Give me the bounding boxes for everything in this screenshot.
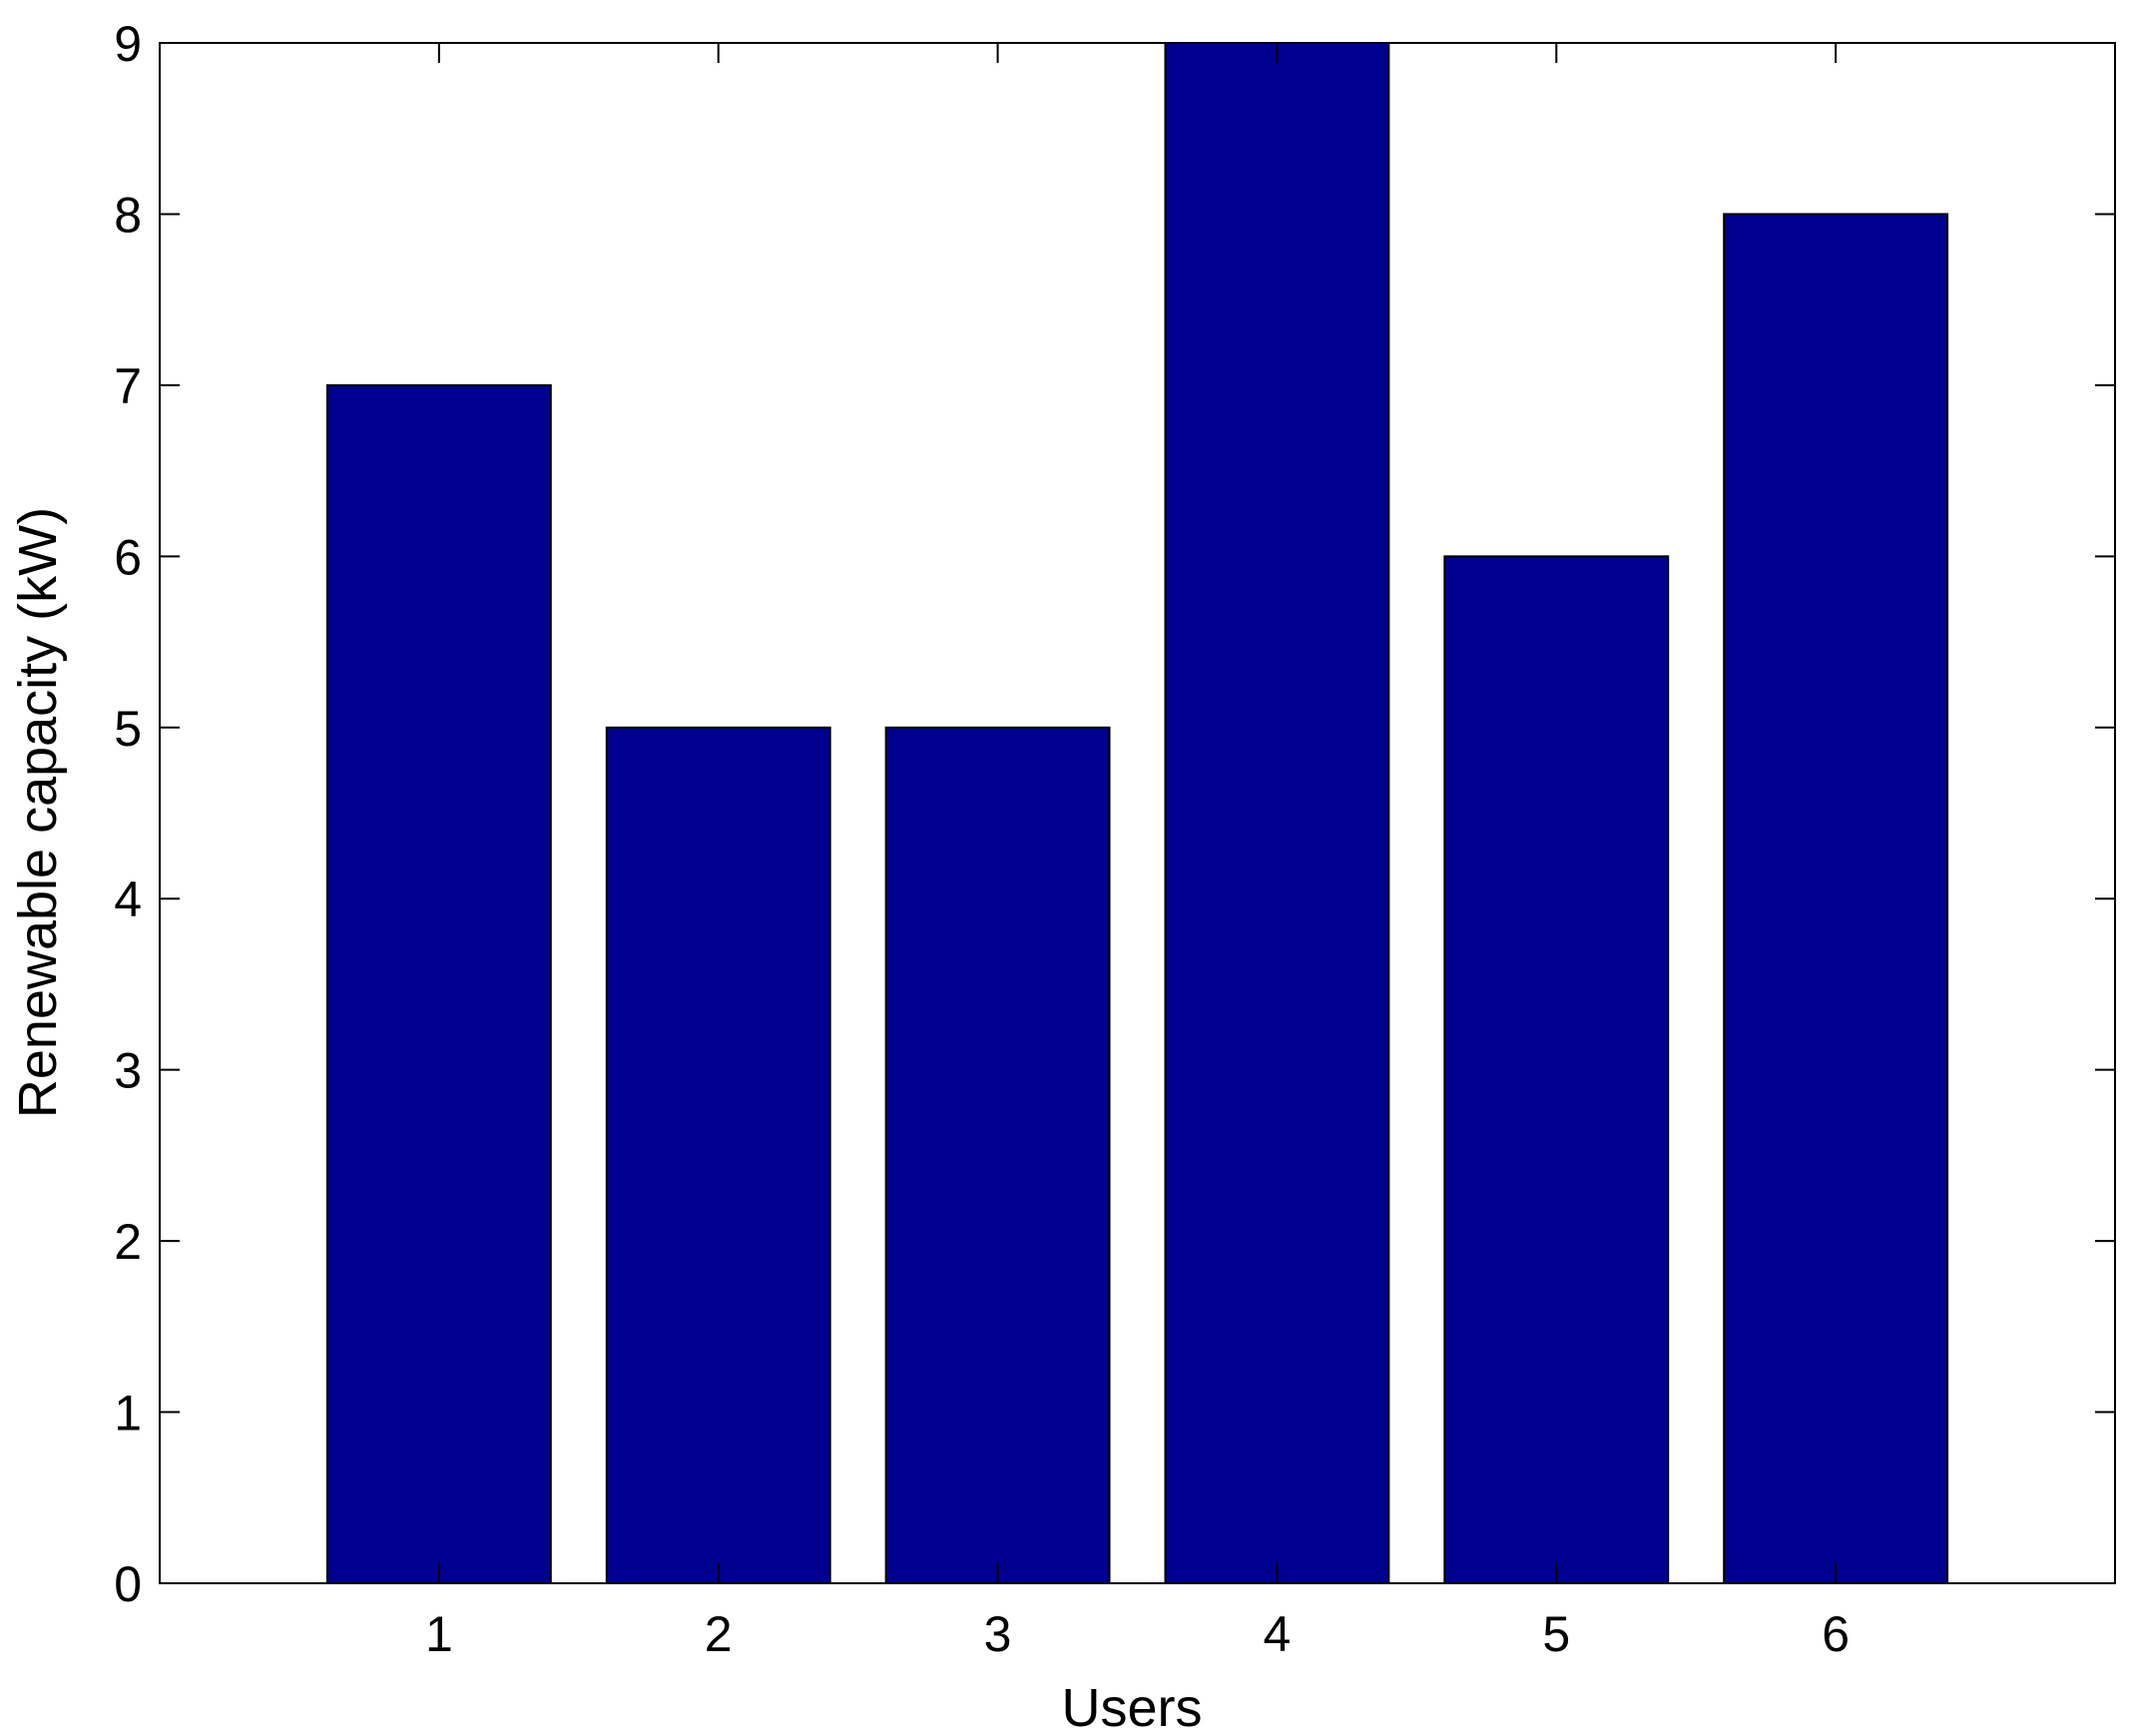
x-tick-label-1: 1 <box>425 1606 453 1662</box>
x-axis-label: Users <box>1061 1678 1202 1736</box>
y-tick-label-0: 0 <box>114 1556 142 1612</box>
x-tick-label-4: 4 <box>1264 1606 1292 1662</box>
tick-labels-group: 1 2 3 4 5 6 0 1 2 3 4 5 6 7 8 9 <box>114 16 1850 1662</box>
y-tick-label-6: 6 <box>114 529 142 585</box>
y-tick-label-4: 4 <box>114 871 142 927</box>
y-axis-label: Renewable capacity (kW) <box>8 507 68 1118</box>
bar-user-1 <box>325 383 552 1584</box>
bar-user-4 <box>1164 42 1390 1584</box>
y-tick-label-5: 5 <box>114 701 142 757</box>
y-tick-label-7: 7 <box>114 358 142 414</box>
y-tick-label-1: 1 <box>114 1386 142 1442</box>
bar-user-5 <box>1443 555 1670 1584</box>
bars-group <box>325 42 1949 1584</box>
bar-user-2 <box>605 726 831 1584</box>
bar-user-6 <box>1723 213 1949 1584</box>
x-tick-label-5: 5 <box>1542 1606 1570 1662</box>
x-tick-label-6: 6 <box>1822 1606 1850 1662</box>
y-tick-label-2: 2 <box>114 1214 142 1270</box>
y-tick-label-8: 8 <box>114 187 142 243</box>
y-tick-label-9: 9 <box>114 16 142 72</box>
x-tick-label-2: 2 <box>705 1606 733 1662</box>
plot-area-frame <box>159 42 2116 1584</box>
y-tick-label-3: 3 <box>114 1043 142 1099</box>
x-tick-label-3: 3 <box>984 1606 1012 1662</box>
bar-user-3 <box>884 726 1111 1584</box>
